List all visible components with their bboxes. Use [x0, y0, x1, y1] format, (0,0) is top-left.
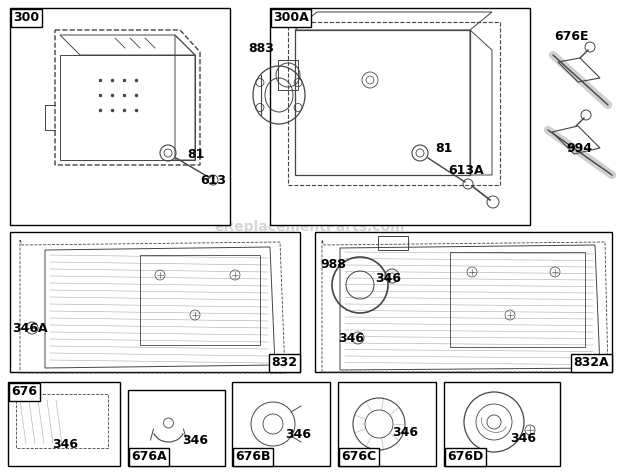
Bar [128, 390, 225, 466]
Bar [315, 232, 612, 372]
Bar [278, 60, 298, 90]
Bar [444, 382, 560, 466]
Text: 346: 346 [392, 426, 418, 438]
Bar [378, 236, 408, 250]
Text: 676E: 676E [554, 30, 588, 43]
Bar [270, 8, 530, 225]
Text: 676D: 676D [447, 450, 483, 463]
Text: eReplacementParts.com: eReplacementParts.com [215, 220, 405, 235]
Text: 676A: 676A [131, 450, 167, 463]
Bar [295, 30, 470, 175]
Text: 832: 832 [271, 356, 297, 369]
Text: 346: 346 [338, 332, 364, 344]
Text: 346: 346 [182, 434, 208, 446]
Text: 883: 883 [248, 42, 274, 55]
Text: 676B: 676B [235, 450, 270, 463]
Bar [232, 382, 330, 466]
Bar [450, 252, 585, 347]
Text: 676: 676 [11, 385, 37, 398]
Text: 81: 81 [435, 142, 453, 154]
Text: 346: 346 [375, 272, 401, 285]
Text: 832A: 832A [574, 356, 609, 369]
Text: 300: 300 [13, 11, 39, 24]
Text: 81: 81 [187, 149, 205, 162]
Text: 613A: 613A [448, 163, 484, 177]
Text: 676C: 676C [341, 450, 376, 463]
Text: 994: 994 [566, 142, 592, 154]
Bar [338, 382, 436, 466]
Bar [8, 382, 120, 466]
Text: 346: 346 [52, 438, 78, 452]
Text: 613: 613 [200, 173, 226, 187]
Bar [10, 232, 300, 372]
Text: 346A: 346A [12, 322, 48, 334]
Text: 988: 988 [320, 257, 346, 270]
Text: 346: 346 [510, 431, 536, 445]
Bar [140, 255, 260, 345]
Text: 300A: 300A [273, 11, 309, 24]
Text: 346: 346 [285, 428, 311, 441]
Bar [10, 8, 230, 225]
